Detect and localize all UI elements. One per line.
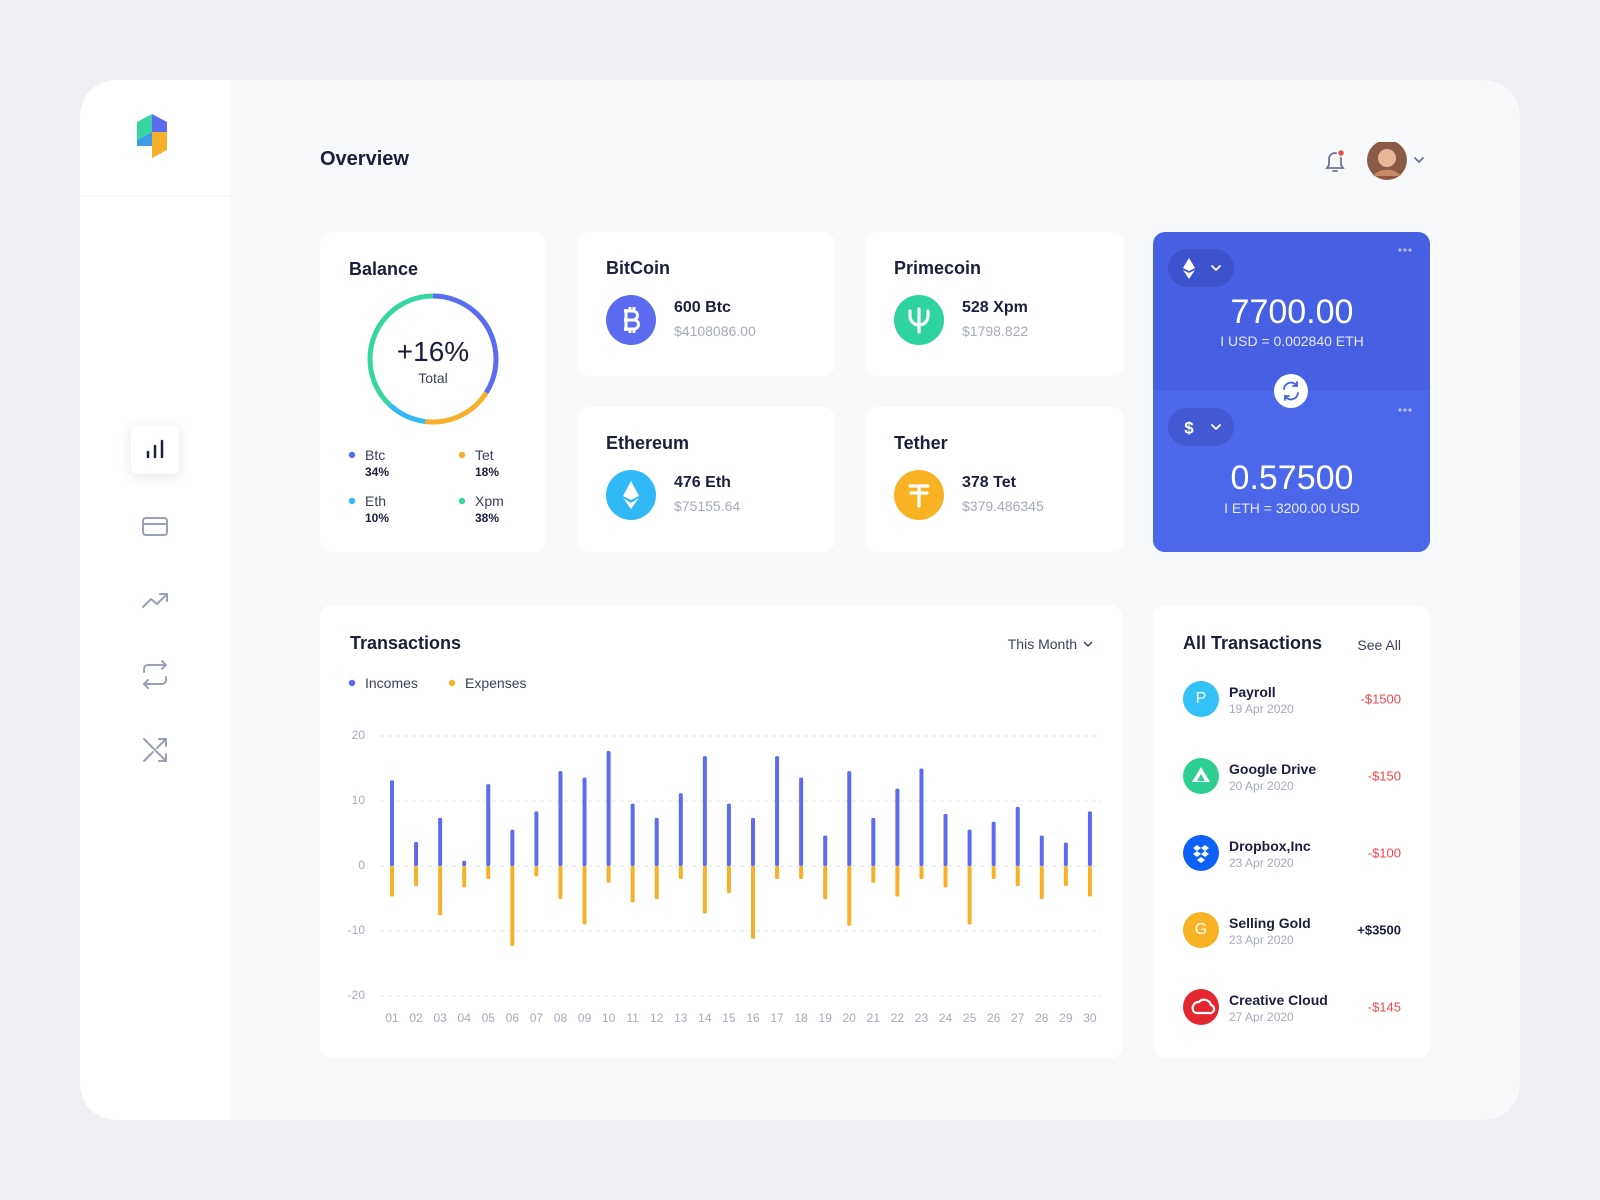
transaction-name: Selling Gold <box>1229 915 1311 931</box>
transaction-date: 23 Apr 2020 <box>1229 933 1294 947</box>
transaction-name: Payroll <box>1229 684 1276 700</box>
legend-label: Incomes <box>365 675 418 691</box>
period-dropdown[interactable]: This Month <box>1007 636 1077 652</box>
coin-name: Ethereum <box>606 433 690 453</box>
user-menu-chevron[interactable] <box>1414 157 1424 164</box>
all-transactions-card <box>1153 605 1430 1058</box>
converter-rate: I USD = 0.002840 ETH <box>1220 333 1364 349</box>
coin-name: BitCoin <box>606 258 670 278</box>
coin-amount: 378 Tet <box>962 474 1016 491</box>
coin-amount: 528 Xpm <box>962 299 1028 316</box>
nav-shuffle[interactable] <box>143 738 167 762</box>
transaction-icon-letter: G <box>1194 921 1208 938</box>
transaction-amount: -$150 <box>1367 768 1401 784</box>
donut-center-label: Total <box>418 370 448 386</box>
coin-amount: 600 Btc <box>674 299 731 316</box>
transaction-date: 20 Apr 2020 <box>1229 779 1294 793</box>
card-title: Balance <box>349 259 419 279</box>
transaction-date: 23 Apr 2020 <box>1229 856 1294 870</box>
coin-amount: 476 Eth <box>674 474 731 491</box>
transaction-amount: -$145 <box>1367 999 1401 1015</box>
transaction-icon-letter: P <box>1195 690 1207 707</box>
coin-value: $4108086.00 <box>674 323 756 339</box>
see-all-link[interactable]: See All <box>1357 637 1401 653</box>
legend-label: Tet <box>475 447 494 463</box>
nav-exchange[interactable] <box>143 660 167 689</box>
sidebar-icons <box>80 114 231 762</box>
coin-value: $75155.64 <box>674 498 741 514</box>
transaction-amount: -$100 <box>1367 845 1401 861</box>
transaction-amount: +$3500 <box>1357 922 1401 938</box>
nav-trends[interactable] <box>142 593 168 608</box>
card-title: All Transactions <box>1183 633 1323 653</box>
transaction-date: 19 Apr 2020 <box>1229 702 1294 716</box>
transactions-card <box>320 605 1123 1058</box>
legend-percent: 38% <box>475 511 500 525</box>
donut-center-value: +16% <box>396 336 470 367</box>
transaction-date: 27 Apr 2020 <box>1229 1010 1294 1024</box>
logo[interactable] <box>137 114 167 158</box>
coin-value: $379.486345 <box>962 498 1044 514</box>
transaction-name: Dropbox,Inc <box>1229 838 1311 854</box>
balance-card <box>320 232 546 552</box>
legend-percent: 34% <box>365 465 390 479</box>
coin-name: Tether <box>894 433 948 453</box>
page-title: Overview <box>320 148 409 170</box>
legend-label: Expenses <box>465 675 527 691</box>
transaction-amount: -$1500 <box>1360 691 1401 707</box>
nav-cards[interactable] <box>142 517 168 536</box>
legend-label: Btc <box>365 447 386 463</box>
currency-symbol: $ <box>1184 418 1194 438</box>
converter-amount: 7700.00 <box>1230 293 1354 331</box>
coin-value: $1798.822 <box>962 323 1029 339</box>
legend-label: Xpm <box>475 493 504 509</box>
card-title: Transactions <box>350 633 462 653</box>
legend-percent: 10% <box>365 511 390 525</box>
top-bar-controls <box>1325 142 1424 180</box>
converter-rate: I ETH = 3200.00 USD <box>1224 500 1360 516</box>
transaction-name: Google Drive <box>1229 761 1317 777</box>
coin-name: Primecoin <box>894 258 982 278</box>
legend-label: Eth <box>365 493 387 509</box>
notification-bell[interactable] <box>1325 148 1346 172</box>
nav-overview[interactable] <box>131 426 179 474</box>
converter-bottom-panel <box>1153 391 1430 552</box>
transaction-name: Creative Cloud <box>1229 992 1328 1008</box>
user-avatar[interactable] <box>1367 142 1407 180</box>
legend-percent: 18% <box>475 465 500 479</box>
sidebar <box>80 80 231 1120</box>
converter-amount: 0.57500 <box>1230 459 1354 497</box>
